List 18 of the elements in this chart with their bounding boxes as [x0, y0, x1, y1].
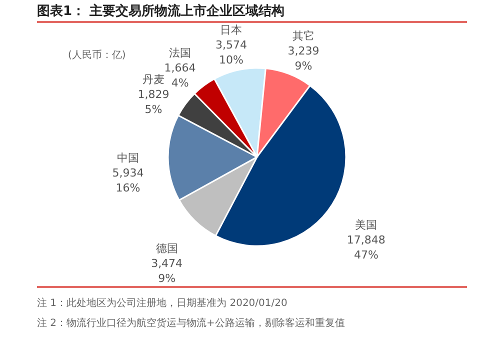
data-label: 3,239 9% [288, 44, 320, 73]
data-label: 17,848 47% [346, 234, 386, 262]
slice-label: 法国 [169, 46, 192, 60]
data-label: 1,664 4% [164, 61, 196, 90]
data-label: 3,474 9% [151, 257, 183, 286]
slice-label: 其它 [292, 30, 314, 43]
slice-label: 美国 [355, 218, 378, 232]
slice-label: 德国 [156, 242, 178, 256]
chart-title: 图表1： 主要交易所物流上市企业区域结构 [37, 3, 285, 19]
slice-label: 丹麦 [142, 73, 164, 86]
text: 注 2：物流行业口径为航空货运与物流+公路运输，剔除客运和重复值 [37, 317, 345, 329]
data-label: 3,574 10% [215, 38, 247, 67]
data-label: 1,829 5% [138, 88, 170, 116]
text: 注 1：此处地区为公司注册地，日期基准为 2020/01/20 [37, 297, 288, 309]
slice-label: 中国 [117, 151, 140, 164]
data-label: 5,934 16% [112, 166, 144, 194]
slice-label: 日本 [220, 24, 242, 37]
text: (人民币：亿) [68, 49, 126, 61]
